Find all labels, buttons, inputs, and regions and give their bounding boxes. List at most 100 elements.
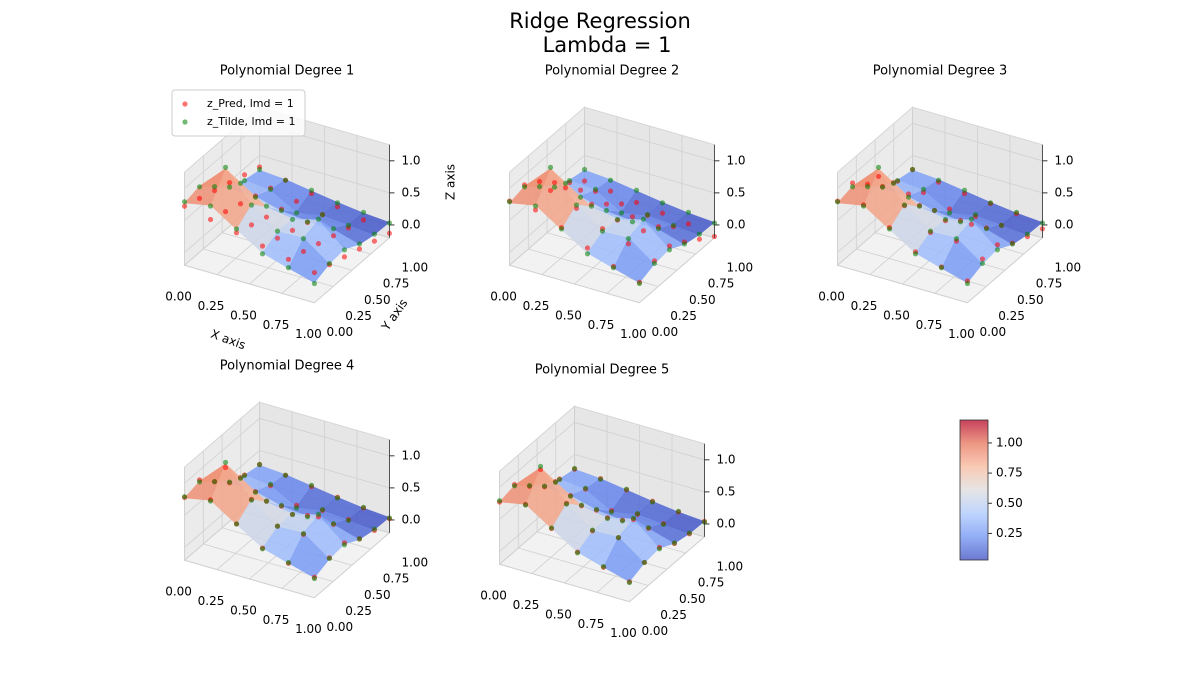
data-point	[181, 199, 188, 205]
data-point	[641, 559, 648, 566]
data-point	[629, 214, 636, 220]
data-point	[626, 579, 633, 586]
z-tick-label: 1.0	[726, 153, 745, 167]
data-point	[226, 180, 233, 186]
data-point	[308, 187, 315, 193]
data-point	[860, 203, 867, 209]
y-tick-label: 0.50	[1017, 293, 1044, 307]
data-point	[274, 523, 281, 529]
data-point	[263, 498, 270, 504]
data-point	[241, 472, 248, 479]
data-point	[600, 564, 607, 570]
subplot-title: Polynomial Degree 5	[535, 363, 670, 378]
data-point	[289, 511, 296, 518]
data-point	[278, 502, 285, 509]
data-point	[282, 472, 289, 478]
data-point	[341, 247, 348, 253]
x-tick-label: 0.50	[555, 308, 582, 322]
data-point	[551, 180, 558, 186]
grid-line	[837, 123, 913, 189]
data-point	[994, 247, 1001, 253]
data-point	[588, 203, 595, 209]
subplot: 0.000.250.500.751.00 0.000.250.500.751.00…	[818, 64, 1081, 342]
colorbar-tick-label: 0.50	[996, 496, 1023, 510]
data-point	[552, 479, 559, 485]
data-point	[686, 530, 693, 536]
y-tick-label: 1.00	[401, 555, 428, 569]
x-tick-label: 1.00	[295, 327, 322, 341]
x-tick-label: 0.50	[883, 308, 910, 322]
data-point	[289, 227, 296, 233]
data-point	[660, 521, 667, 527]
data-point	[315, 216, 322, 222]
data-point	[259, 251, 266, 257]
data-point	[371, 231, 378, 237]
data-point	[293, 198, 300, 204]
data-point	[589, 527, 596, 533]
data-point	[656, 546, 663, 552]
y-tick-label: 1.00	[1054, 260, 1081, 274]
data-point	[994, 242, 1001, 248]
grid-line	[912, 122, 1043, 162]
data-point	[211, 187, 218, 194]
data-point	[237, 201, 244, 207]
grid-line	[584, 154, 715, 194]
grid-line	[184, 264, 315, 304]
data-point	[248, 202, 255, 208]
data-point	[935, 177, 942, 183]
y-tick-label: 0.00	[326, 620, 353, 634]
data-point	[615, 535, 622, 541]
data-point	[659, 210, 666, 216]
data-point	[226, 184, 233, 190]
data-point	[536, 178, 543, 185]
y-tick-label: 0.00	[651, 325, 678, 339]
data-point	[998, 222, 1005, 228]
data-point	[946, 210, 953, 216]
y-tick-label: 1.00	[726, 260, 753, 274]
data-point	[330, 226, 337, 232]
data-point	[649, 499, 656, 505]
data-point	[886, 226, 893, 232]
data-point	[608, 509, 615, 515]
subplot-title: Polynomial Degree 4	[220, 359, 355, 374]
data-point	[211, 479, 218, 485]
data-point	[584, 245, 591, 251]
z-tick-label: 0.0	[726, 217, 745, 231]
z-tick-label: 1.0	[716, 452, 735, 466]
data-point	[671, 540, 678, 546]
data-point	[315, 511, 322, 517]
data-point	[181, 203, 188, 209]
data-point	[567, 493, 574, 499]
data-point	[334, 495, 341, 501]
data-point	[233, 226, 240, 232]
y-tick-label: 0.00	[326, 325, 353, 339]
z-tick-label: 1.0	[401, 448, 420, 462]
data-point	[582, 485, 589, 491]
data-point	[849, 184, 856, 190]
subplot: 0.000.250.500.751.00 0.000.250.500.751.00…	[480, 363, 743, 641]
data-point	[979, 256, 986, 262]
data-point	[547, 164, 554, 170]
data-point	[931, 207, 938, 214]
data-point	[222, 459, 229, 465]
data-point	[625, 236, 632, 242]
subplot: 0.000.250.500.751.00 0.000.250.500.751.00…	[165, 64, 457, 353]
grid-line	[509, 123, 585, 189]
x-tick-label: 0.25	[851, 299, 878, 313]
data-point	[645, 525, 652, 531]
x-tick-label: 0.00	[165, 290, 192, 304]
data-point	[636, 280, 643, 287]
x-tick-label: 1.00	[295, 622, 322, 636]
data-point	[252, 194, 259, 200]
data-point	[541, 483, 548, 489]
data-point	[578, 502, 585, 508]
data-point	[536, 184, 543, 190]
data-point	[599, 228, 606, 234]
data-point	[233, 521, 240, 527]
data-point	[308, 482, 315, 488]
data-point	[356, 241, 363, 247]
data-point	[360, 217, 367, 223]
data-point	[341, 542, 348, 548]
figure-title: Ridge Regression	[509, 9, 691, 33]
